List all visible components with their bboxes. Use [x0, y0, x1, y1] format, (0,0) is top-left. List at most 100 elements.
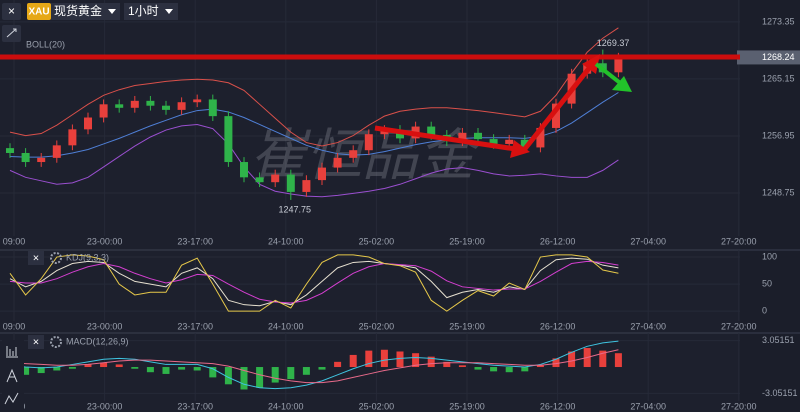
y-tick-label: 50 [762, 278, 772, 288]
candle-body [474, 132, 482, 140]
candle-body [364, 134, 373, 151]
candle-body [614, 57, 623, 73]
time-label: 25-19:00 [449, 401, 485, 411]
candle-body [489, 139, 498, 144]
time-label: 24-10:00 [268, 401, 304, 411]
macd-bar [412, 353, 420, 368]
candle-body [271, 174, 280, 183]
arrow-head [510, 140, 530, 158]
time-label: 27-04:00 [630, 321, 666, 331]
time-label: 23-00:00 [87, 236, 123, 246]
close-button[interactable] [2, 3, 21, 20]
indicator-line [9, 254, 619, 312]
candle-body [536, 127, 545, 148]
macd-bar [302, 367, 310, 375]
candle-body [177, 102, 186, 110]
interval-dropdown[interactable] [124, 3, 178, 20]
candle-body [318, 167, 326, 181]
time-label: 27-20:00 [721, 236, 757, 246]
macd-bar [380, 349, 388, 368]
dropdown-arrow [108, 9, 116, 14]
macd-bar [474, 367, 482, 370]
macd-bar [22, 367, 30, 375]
indicator-line [9, 349, 619, 384]
side-tools [2, 340, 24, 410]
macd-bar [443, 361, 451, 368]
macd-bar [209, 367, 217, 378]
text-tool[interactable] [6, 368, 18, 383]
macd-bar [458, 365, 466, 368]
indicator-line [9, 257, 619, 307]
time-label: 23-17:00 [177, 236, 213, 246]
y-tick-label: 100 [762, 251, 777, 261]
indicator-line [9, 92, 619, 158]
macd-bar [536, 365, 544, 368]
indicator-line [9, 27, 619, 147]
candle-body [458, 132, 467, 142]
time-label: 23-00:00 [87, 401, 123, 411]
time-label: 24-10:00 [268, 236, 304, 246]
time-label: 24-10:00 [268, 321, 304, 331]
candle-body [240, 162, 248, 178]
settings-icon[interactable] [50, 336, 62, 348]
candle-body [333, 157, 342, 168]
indicator-line [9, 123, 619, 198]
close-button[interactable] [28, 251, 44, 265]
main-title: BOLL(20) [26, 39, 65, 49]
macd-bar [427, 356, 435, 368]
macd-bar [193, 367, 201, 371]
arrow-head [582, 54, 600, 74]
macd-bar [256, 367, 264, 388]
candle-body [6, 148, 14, 153]
macd-bar [490, 367, 498, 372]
drawn-arrow [522, 60, 596, 152]
candle-body [520, 139, 529, 148]
macd-bar [318, 367, 326, 370]
macd-bar [599, 350, 607, 368]
instrument-dropdown[interactable] [51, 3, 120, 20]
settings-icon[interactable] [50, 252, 62, 264]
instrument: 现货黄金 [54, 3, 102, 18]
candle-body [130, 100, 139, 108]
macd-bar [568, 351, 576, 368]
time-label: 09:00 [3, 321, 26, 331]
y-tick-label: 1248.75 [762, 187, 795, 197]
y-tick-label: -3.05151 [762, 388, 798, 398]
macd-bar [240, 367, 248, 390]
candle-body [255, 177, 264, 183]
low-label: 1247.75 [279, 204, 312, 214]
candle-body [162, 105, 170, 110]
y-tick-label: 1256.95 [762, 130, 795, 140]
candle-body [21, 152, 30, 163]
macd-bar [521, 367, 529, 372]
time-label: 23-17:00 [177, 401, 213, 411]
macd-bar [287, 367, 295, 380]
y-tick-label: 3.05151 [762, 335, 795, 345]
time-label: 25-19:00 [449, 321, 485, 331]
time-label: 25-02:00 [359, 236, 395, 246]
macd-bar [178, 367, 186, 370]
candle-body [552, 103, 560, 128]
macd-bar [505, 367, 513, 373]
y-tick-label: 1265.15 [762, 73, 795, 83]
kdj-title: KDJ(9,3,3) [66, 252, 109, 262]
candle-body [349, 150, 358, 158]
candle-body [505, 139, 514, 144]
close-icon: × [33, 252, 39, 264]
indicator-tool[interactable] [6, 346, 18, 358]
time-label: 26-12:00 [540, 236, 576, 246]
time-label: 27-04:00 [630, 401, 666, 411]
plots: 1269.37 1247.75 1268.24 [6, 27, 800, 390]
drawn-arrow [374, 125, 523, 153]
close-button[interactable] [28, 335, 44, 349]
macd-bar [68, 367, 76, 369]
candle-body [286, 174, 295, 192]
line-tool[interactable] [4, 392, 19, 405]
candle-body [146, 100, 155, 106]
candle-body [52, 145, 61, 158]
symbol: XAU [28, 7, 49, 18]
time-label: 09:00 [3, 236, 26, 246]
candle-body [193, 99, 202, 103]
